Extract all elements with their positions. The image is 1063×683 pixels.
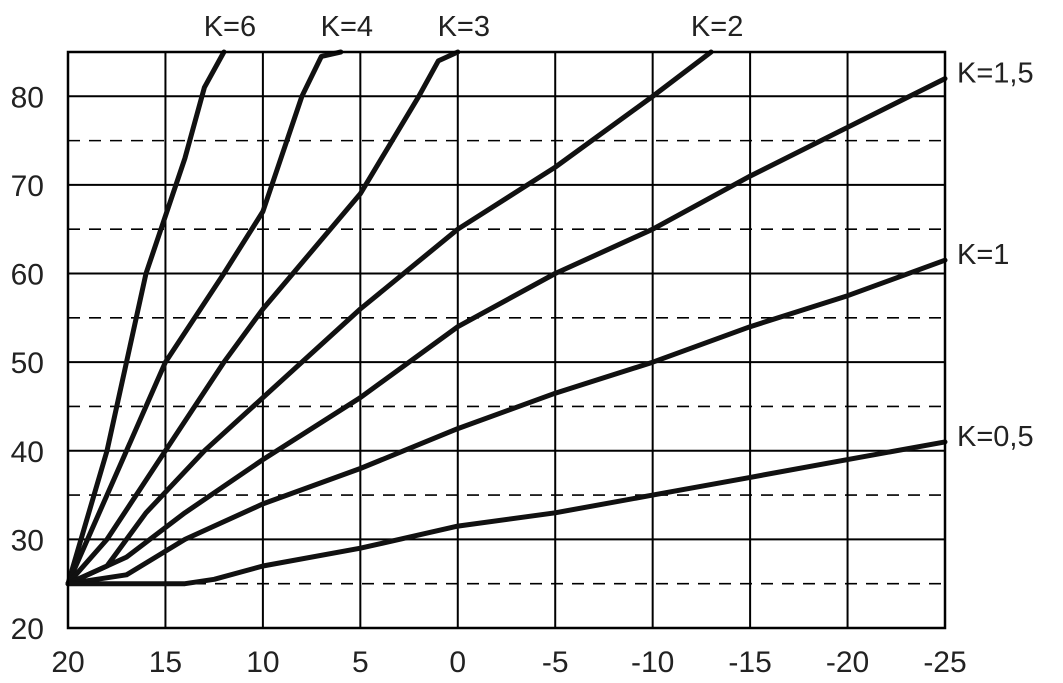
series-line [65, 49, 344, 587]
series-label: K=0,5 [957, 421, 1034, 453]
series-line [65, 76, 948, 587]
x-tick-label: 20 [51, 646, 84, 679]
series-line [65, 49, 227, 587]
series-label: K=1 [957, 239, 1009, 271]
series-labels: K=6 K=4 K=3 K=2 K=1,5 K=1 K=0,5 [204, 11, 1034, 453]
series-line [65, 49, 461, 587]
x-tick-label: 15 [149, 646, 182, 679]
curves [65, 49, 948, 587]
series-label: K=6 [204, 11, 256, 43]
x-tick-label: -25 [923, 646, 966, 679]
x-tick-label: -15 [728, 646, 771, 679]
x-tick-label: 0 [449, 646, 466, 679]
series-label: K=3 [438, 11, 490, 43]
x-tick-label: -5 [542, 646, 569, 679]
x-tick-label: 10 [246, 646, 279, 679]
y-tick-label: 80 [11, 81, 44, 114]
x-tick-label: 5 [352, 646, 369, 679]
series-label: K=2 [691, 11, 743, 43]
y-tick-label: 20 [11, 613, 44, 646]
y-tick-label: 60 [11, 259, 44, 292]
series-line [65, 49, 714, 587]
series-line [65, 439, 948, 587]
y-tick-label: 70 [11, 170, 44, 203]
series-line [65, 257, 948, 587]
x-tick-label: -10 [631, 646, 674, 679]
y-tick-label: 50 [11, 347, 44, 380]
y-tick-label: 30 [11, 524, 44, 557]
y-tick-label: 40 [11, 436, 44, 469]
grid [67, 52, 946, 628]
series-label: K=1,5 [957, 58, 1034, 90]
x-tick-label: -20 [826, 646, 869, 679]
series-label: K=4 [321, 11, 373, 43]
plot-frame [66, 50, 947, 630]
